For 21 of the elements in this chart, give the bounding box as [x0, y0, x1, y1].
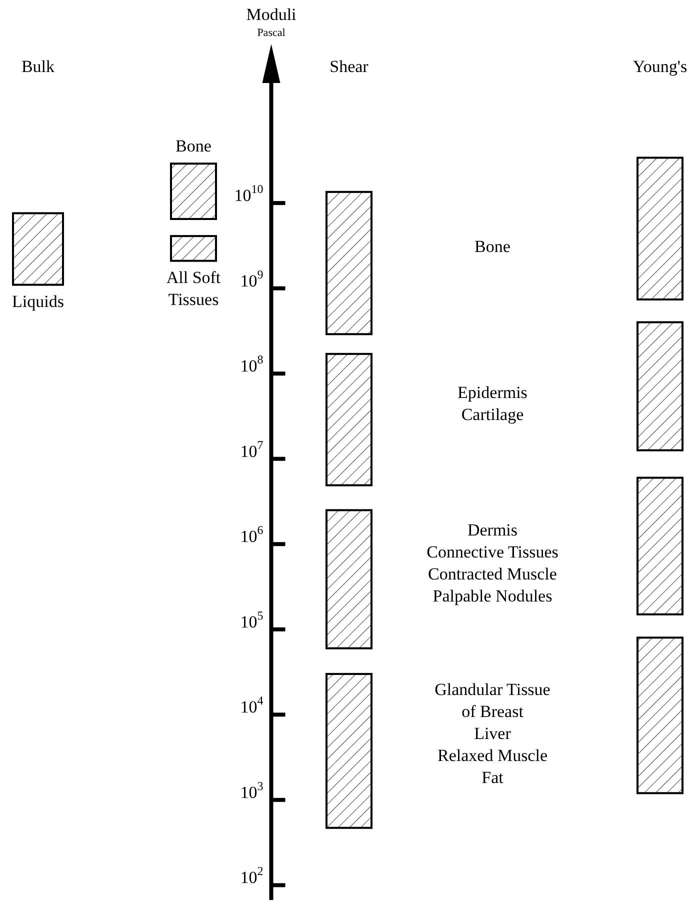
- series-label: Liquids: [12, 292, 64, 311]
- x-tick-label: Young's: [632, 57, 687, 76]
- chart-subtitle: Pascal: [257, 27, 286, 39]
- y-tick-label: 10$^{2}$: [240, 864, 264, 888]
- chart-title: Moduli: [246, 5, 297, 24]
- y-tick-label: 10$^{3}$: [240, 778, 264, 802]
- y-tick-label: 10$^{10}$: [234, 182, 264, 205]
- y-tick-label: 10$^{6}$: [240, 522, 264, 546]
- x-tick-label: Bulk: [21, 57, 56, 76]
- y-tick-label: 10$^{5}$: [240, 608, 264, 632]
- y-tick-label: 10$^{7}$: [240, 438, 264, 461]
- annotation: Glandular Tissue of Breast Liver Relaxed Muscle Fat: [434, 680, 550, 788]
- series-label: All Soft Tissues: [166, 268, 221, 309]
- y-tick-label: 10$^{9}$: [240, 267, 264, 290]
- annotation: Epidermis Cartilage: [458, 382, 528, 424]
- series-label: Bone: [176, 136, 212, 156]
- y-tick-label: 10$^{8}$: [240, 352, 264, 376]
- y-tick-label: 10$^{4}$: [240, 693, 264, 717]
- x-tick-label: Shear: [330, 57, 369, 76]
- annotation: Dermis Connective Tissues Contracted Muscle Palpable Nodules: [426, 520, 558, 606]
- annotation: Bone: [474, 236, 510, 256]
